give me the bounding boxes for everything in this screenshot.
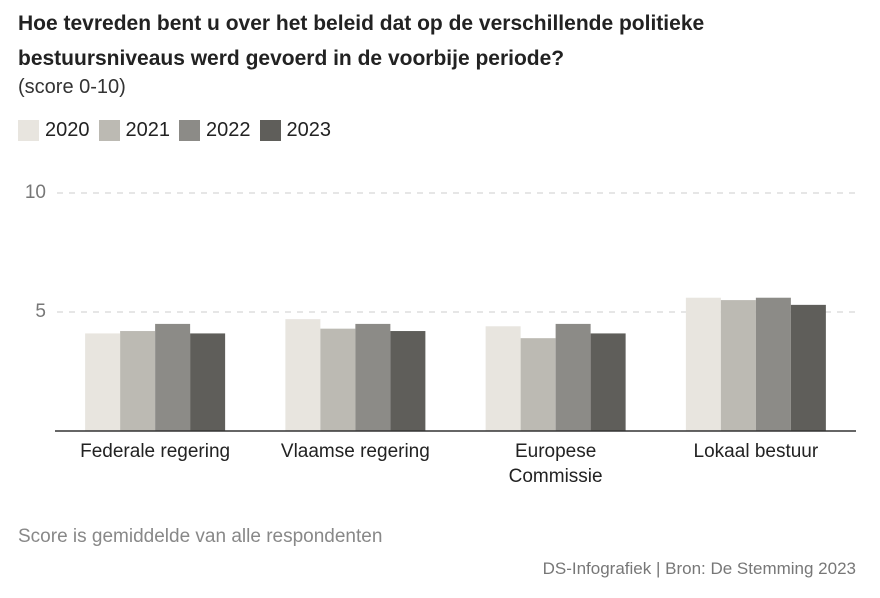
bar <box>685 297 721 431</box>
bar <box>485 326 521 431</box>
legend-swatch <box>259 120 281 141</box>
bar <box>755 297 791 431</box>
bar <box>155 323 191 431</box>
bar <box>390 331 426 431</box>
bar <box>720 300 756 431</box>
x-tick-label: Vlaamse regering <box>280 441 430 462</box>
legend-label: 2020 <box>45 119 90 141</box>
x-tick-label: Europese Commissie <box>508 441 603 487</box>
bar <box>320 328 356 431</box>
chart-title: Hoe tevreden bent u over het beleid dat … <box>18 12 705 70</box>
chart-subtitle: (score 0-10) <box>18 76 126 98</box>
source: DS-Infografiek | Bron: De Stemming 2023 <box>542 559 856 578</box>
legend-item: 2021 <box>98 119 171 142</box>
bar <box>190 333 226 431</box>
y-tick-label: 10 <box>25 182 46 203</box>
legend-item: 2023 <box>259 119 332 142</box>
legend-label: 2023 <box>286 119 332 141</box>
y-tick-label: 5 <box>35 301 46 322</box>
legend-swatch <box>18 120 39 141</box>
legend-label: 2022 <box>206 119 251 141</box>
legend-item: 2022 <box>179 119 251 142</box>
legend-swatch <box>98 120 120 141</box>
bar <box>520 338 556 431</box>
bar <box>120 331 156 431</box>
legend-swatch <box>179 120 200 141</box>
note: Score is gemiddelde van alle respondente… <box>18 526 383 547</box>
legend-label: 2021 <box>125 119 171 141</box>
bar <box>590 333 626 431</box>
bar <box>285 319 321 431</box>
bar <box>555 323 591 431</box>
bar <box>790 304 826 431</box>
bar <box>355 323 391 431</box>
bar <box>85 333 121 431</box>
x-tick-label: Federale regering <box>80 441 231 462</box>
legend: 2020 2021 2022 2023 <box>18 119 340 142</box>
legend-item: 2020 <box>18 119 90 142</box>
x-tick-label: Lokaal bestuur <box>693 441 819 462</box>
